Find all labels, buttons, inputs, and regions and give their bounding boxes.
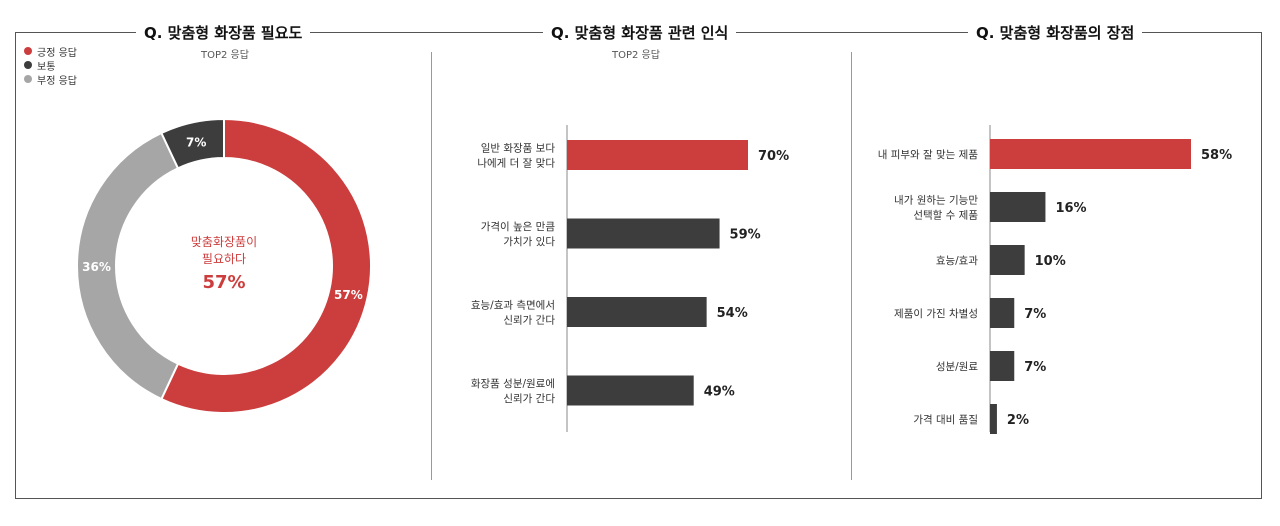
donut-slice-label-2: 7% [186, 136, 206, 150]
legend-dot-positive [24, 47, 32, 55]
advantage-value-label-4: 7% [1024, 360, 1046, 375]
advantage-category-label-2-0: 효능/효과 [936, 255, 979, 267]
legend-dot-neutral [24, 61, 32, 69]
perception-bar-3 [567, 375, 694, 406]
donut-slice-label-0: 57% [334, 288, 363, 302]
perception-bar-0 [567, 140, 748, 170]
donut-slice-2 [160, 117, 225, 170]
advantage-bar-5 [990, 404, 997, 434]
advantage-value-label-3: 7% [1024, 307, 1046, 322]
advantage-category-label-1-0: 내가 원하는 기능만 [894, 194, 978, 207]
advantage-category-label-4-0: 성분/원료 [936, 361, 979, 373]
donut-slice-0 [160, 117, 372, 414]
advantage-value-label-2: 10% [1035, 254, 1066, 269]
donut-center-line1: 맞춤화장품이 [191, 235, 257, 249]
legend-dot-negative [24, 75, 32, 83]
advantage-category-label-0-0: 내 피부와 잘 맞는 제품 [878, 149, 979, 161]
panel-title-advantage: Q. 맞춤형 화장품의 장점 [968, 21, 1143, 45]
legend-item-neutral: 보통 [24, 58, 77, 73]
legend: 긍정 응답 보통 부정 응답 [24, 44, 77, 87]
perception-bar-1 [567, 218, 720, 249]
panel-divider-1 [431, 52, 432, 480]
perception-category-label-0-0: 일반 화장품 보다 [481, 142, 556, 155]
donut-center-line2: 필요하다 [202, 252, 246, 266]
advantage-bar-3 [990, 298, 1015, 328]
perception-category-label-1-1: 가치가 있다 [503, 236, 555, 248]
perception-category-label-2-1: 신뢰가 간다 [503, 315, 555, 327]
advantage-bar-0 [990, 139, 1191, 169]
panel-divider-2 [851, 52, 852, 480]
legend-label-neutral: 보통 [37, 61, 56, 73]
legend-item-negative: 부정 응답 [24, 72, 77, 87]
advantage-category-label-1-1: 선택할 수 제품 [913, 210, 978, 222]
donut-center-value: 57% [202, 272, 245, 293]
advantage-category-label-5-0: 가격 대비 품질 [913, 413, 978, 426]
donut-slice-label-1: 36% [82, 260, 111, 274]
advantage-value-label-1: 16% [1055, 201, 1086, 216]
legend-label-positive: 긍정 응답 [37, 47, 77, 59]
perception-category-label-1-0: 가격이 높은 만큼 [481, 220, 556, 233]
perception-category-label-3-0: 화장품 성분/원료에 [471, 378, 555, 390]
perception-bar-2 [567, 297, 707, 327]
perception-category-label-3-1: 신뢰가 간다 [503, 393, 555, 405]
advantage-value-label-5: 2% [1007, 413, 1029, 428]
perception-category-label-0-1: 나에게 더 잘 맞다 [477, 158, 555, 170]
legend-item-positive: 긍정 응답 [24, 44, 77, 59]
donut-chart: 57% 36% 7% [76, 117, 372, 414]
advantage-bar-2 [990, 245, 1025, 275]
legend-label-negative: 부정 응답 [37, 75, 77, 87]
perception-value-label-3: 49% [704, 385, 735, 400]
perception-category-label-2-0: 효능/효과 측면에서 [471, 300, 555, 312]
advantage-category-label-3-0: 제품이 가진 차별성 [894, 308, 978, 320]
advantage-bar-1 [990, 192, 1046, 222]
perception-value-label-2: 54% [717, 306, 748, 321]
perception-value-label-0: 70% [758, 149, 789, 164]
subtitle-perception: TOP2 응답 [612, 50, 660, 61]
advantage-bar-4 [990, 351, 1015, 381]
perception-value-label-1: 59% [730, 228, 761, 243]
panel-title-perception: Q. 맞춤형 화장품 관련 인식 [543, 21, 737, 45]
advantage-value-label-0: 58% [1201, 148, 1232, 163]
panel-title-need: Q. 맞춤형 화장품 필요도 [136, 21, 311, 45]
subtitle-need: TOP2 응답 [201, 50, 249, 61]
